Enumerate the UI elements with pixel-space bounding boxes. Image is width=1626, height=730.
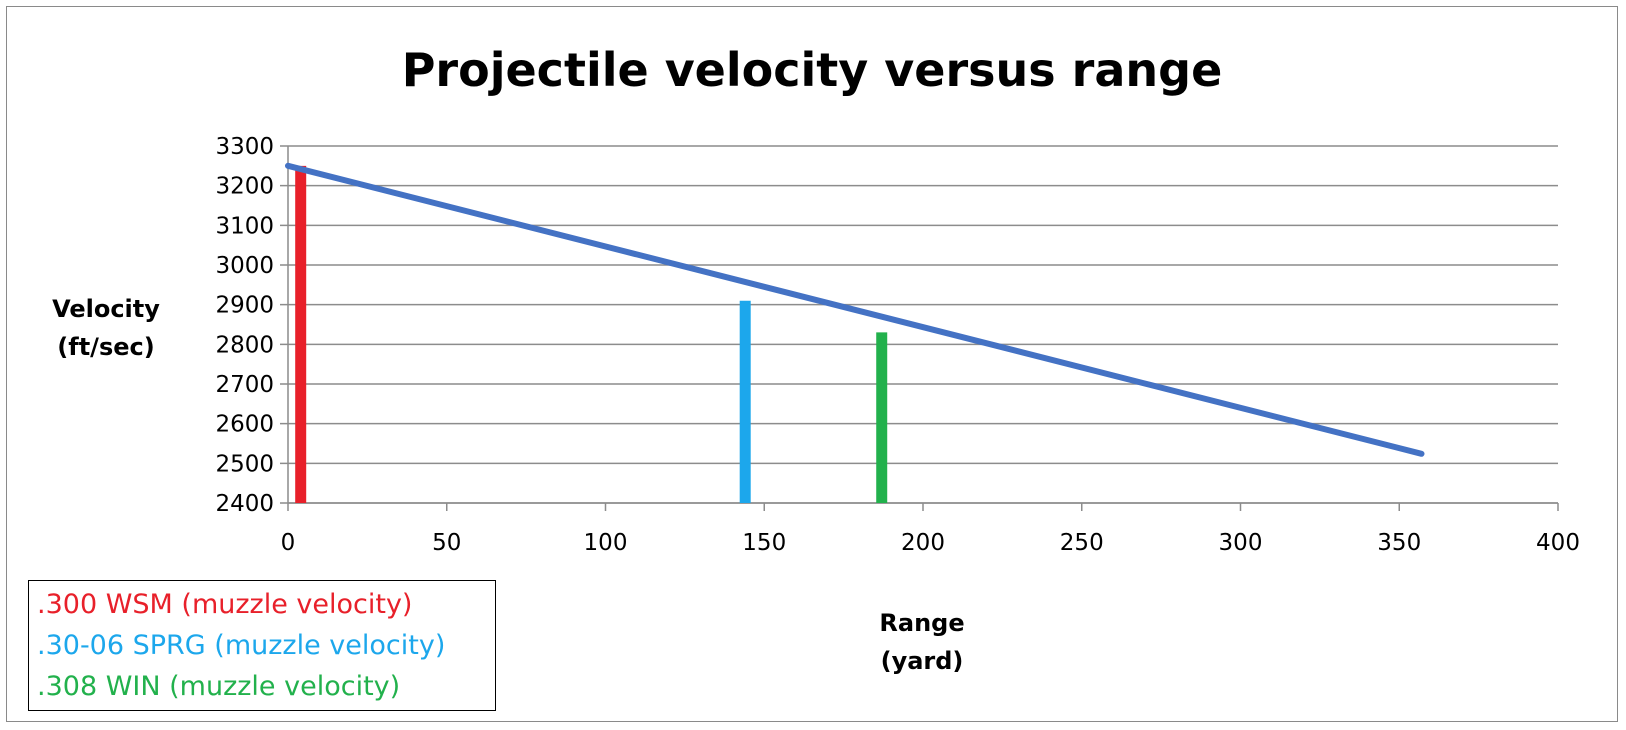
legend: .300 WSM (muzzle velocity) .30-06 SPRG (… [28, 580, 496, 711]
legend-item-30-06-sprg: .30-06 SPRG (muzzle velocity) [37, 630, 446, 661]
x-tick-label-100: 100 [584, 530, 628, 556]
y-tick-label-3100: 3100 [215, 213, 274, 239]
y-tick-label-2700: 2700 [215, 372, 274, 398]
legend-item-308-win: .308 WIN (muzzle velocity) [37, 671, 401, 702]
y-tick-label-2400: 2400 [215, 491, 274, 517]
series-line-0 [285, 162, 1425, 457]
series-lines [285, 162, 1425, 457]
x-tick-label-200: 200 [901, 530, 945, 556]
x-tick-label-0: 0 [281, 530, 296, 556]
y-axis-label-line2: (ft/sec) [57, 333, 154, 361]
chart-title: Projectile velocity versus range [402, 43, 1223, 97]
y-tick-label-3000: 3000 [215, 253, 274, 279]
muzzle-velocity-markers [295, 165, 888, 503]
legend-item-300-wsm: .300 WSM (muzzle velocity) [37, 589, 413, 620]
x-tick-label-350: 350 [1377, 530, 1421, 556]
axes: 2400250026002700280029003000310032003300… [215, 134, 1580, 556]
x-tick-label-400: 400 [1536, 530, 1580, 556]
x-axis-label-line1: Range [879, 609, 964, 637]
x-axis-label-line2: (yard) [881, 647, 964, 675]
x-tick-label-250: 250 [1060, 530, 1104, 556]
x-tick-label-50: 50 [432, 530, 461, 556]
y-tick-label-2500: 2500 [215, 451, 274, 477]
y-tick-label-2600: 2600 [215, 412, 274, 438]
y-tick-label-3200: 3200 [215, 174, 274, 200]
x-tick-label-150: 150 [742, 530, 786, 556]
y-axis-label-line1: Velocity [52, 295, 160, 323]
x-tick-label-300: 300 [1219, 530, 1263, 556]
y-tick-label-2800: 2800 [215, 332, 274, 358]
y-tick-label-3300: 3300 [215, 134, 274, 160]
y-tick-label-2900: 2900 [215, 293, 274, 319]
